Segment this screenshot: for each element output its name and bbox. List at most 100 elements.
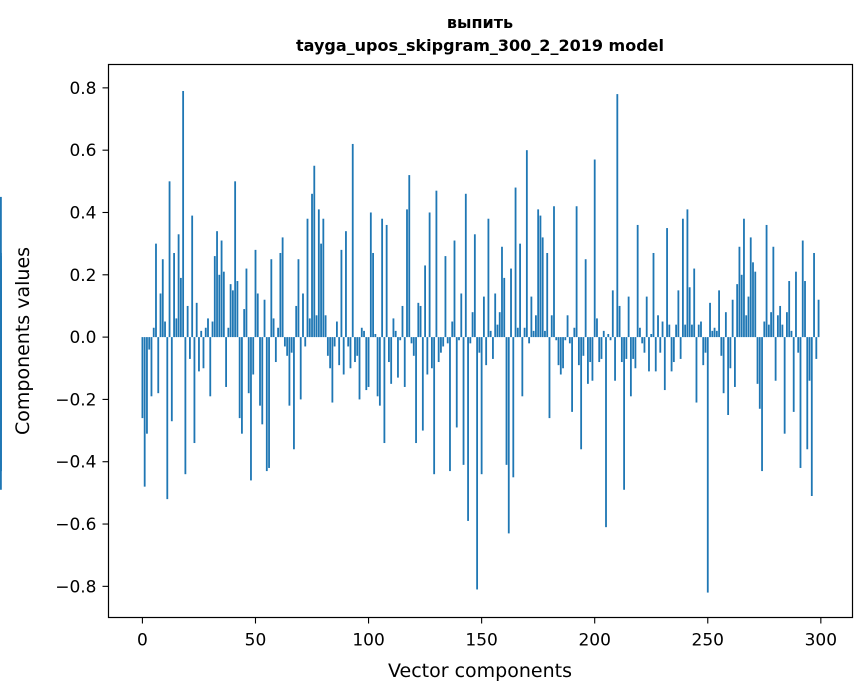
bar (797, 337, 800, 353)
bar (288, 337, 291, 406)
bar (306, 218, 309, 338)
bar (356, 337, 359, 356)
bar (767, 324, 770, 338)
bar (263, 299, 266, 338)
bar (143, 337, 146, 487)
bar (195, 302, 198, 338)
bar (706, 337, 709, 593)
bar (433, 337, 436, 475)
bar (752, 262, 754, 338)
bar (652, 252, 655, 338)
bar (313, 165, 316, 338)
bar (274, 337, 277, 363)
bar (632, 337, 635, 359)
bar (754, 271, 757, 338)
bar (614, 337, 616, 381)
bar (745, 315, 748, 338)
bar (788, 281, 791, 338)
bar (713, 327, 716, 338)
bar (817, 299, 820, 338)
bar (668, 324, 671, 338)
bar (326, 337, 329, 356)
bar (559, 337, 562, 375)
bar (512, 337, 515, 478)
bar (804, 281, 806, 338)
bar (168, 181, 171, 338)
bar (666, 228, 668, 338)
bar (482, 296, 485, 338)
bar (758, 337, 761, 409)
bar (460, 293, 463, 338)
bar (392, 318, 395, 338)
bar (555, 337, 558, 341)
bar (152, 327, 155, 338)
bar (367, 337, 370, 387)
bar (247, 337, 250, 394)
bar (681, 218, 684, 338)
bar (740, 274, 743, 338)
bar (302, 293, 304, 338)
bar (521, 337, 524, 397)
bar (573, 327, 576, 338)
bar (421, 337, 424, 431)
bar (173, 252, 175, 338)
bar (478, 337, 481, 353)
bar (553, 206, 555, 338)
y-tick-label: 0.8 (69, 79, 96, 99)
bar (403, 337, 406, 387)
bar (704, 337, 707, 353)
bar (582, 337, 585, 356)
bar (770, 312, 772, 338)
bar (394, 330, 397, 338)
bar (568, 337, 571, 344)
bar (166, 337, 169, 500)
bar (419, 305, 422, 338)
bar (272, 318, 275, 338)
bar (236, 281, 239, 338)
bar (550, 315, 553, 338)
bar (351, 143, 354, 338)
bar (625, 337, 628, 359)
bar (234, 181, 237, 338)
bar (179, 277, 182, 338)
bar (516, 327, 519, 338)
bar (250, 337, 252, 481)
bar (792, 337, 795, 412)
bar (815, 337, 818, 359)
bar (618, 305, 621, 338)
bar (715, 330, 718, 338)
bar (519, 243, 521, 338)
bar (385, 224, 388, 338)
chart-subtitle: tayga_upos_skipgram_300_2_2019 model (296, 36, 664, 55)
bar (227, 327, 230, 338)
bar (399, 337, 402, 341)
bar (383, 337, 386, 444)
bar (243, 309, 246, 338)
bar (141, 337, 144, 419)
bar (372, 252, 374, 338)
bar (331, 337, 334, 403)
bar (293, 337, 295, 450)
bar (598, 337, 601, 363)
bar (562, 337, 564, 369)
bar (616, 94, 619, 338)
bar (528, 337, 531, 344)
bar (455, 337, 458, 428)
bar (607, 333, 610, 338)
bar (620, 337, 623, 363)
bar (449, 337, 451, 472)
bar (641, 337, 644, 344)
bar (430, 337, 433, 369)
bar (575, 206, 578, 338)
bar (564, 337, 567, 341)
bar (532, 330, 535, 338)
bar (340, 249, 343, 338)
x-axis-label: Vector components (388, 660, 572, 682)
bar (650, 333, 653, 338)
bar (200, 330, 203, 338)
bar (241, 337, 243, 434)
bar (790, 330, 793, 338)
bar (492, 337, 494, 359)
bar (297, 259, 300, 338)
bar (480, 337, 483, 475)
